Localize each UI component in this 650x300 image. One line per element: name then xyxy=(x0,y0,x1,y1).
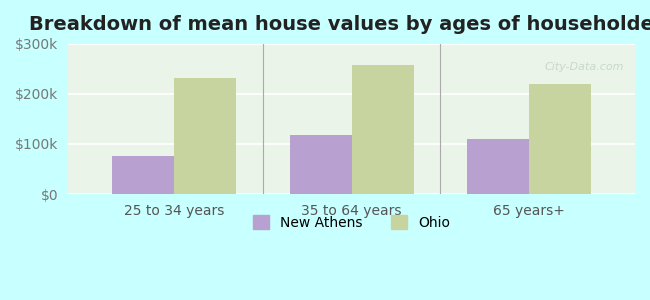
Legend: New Athens, Ohio: New Athens, Ohio xyxy=(247,209,456,235)
Title: Breakdown of mean house values by ages of householders: Breakdown of mean house values by ages o… xyxy=(29,15,650,34)
Bar xyxy=(112,157,174,194)
Bar xyxy=(289,136,352,194)
Text: City-Data.com: City-Data.com xyxy=(544,62,623,72)
Bar xyxy=(528,84,591,194)
Bar xyxy=(174,78,237,194)
Bar xyxy=(467,139,528,194)
Bar xyxy=(352,65,413,194)
